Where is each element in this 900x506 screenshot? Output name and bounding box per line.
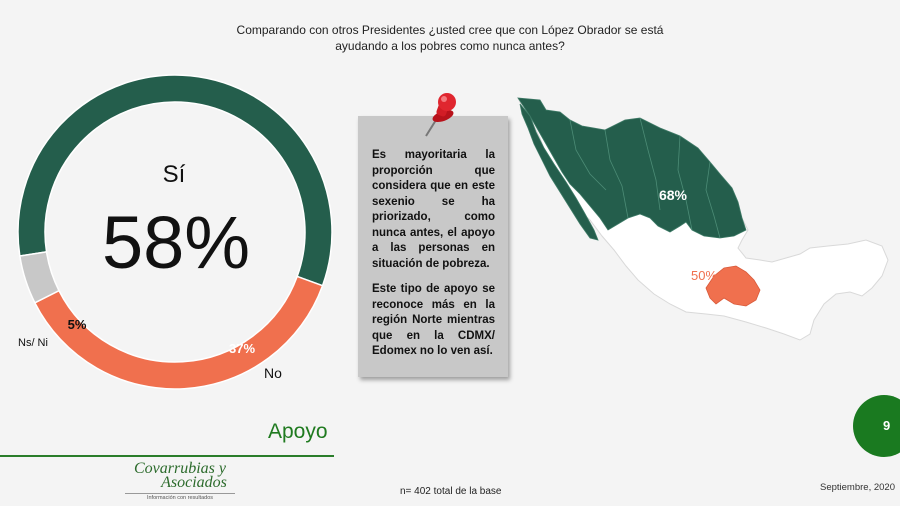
section-rule <box>0 455 334 457</box>
map-label-centro: 50% <box>691 268 717 283</box>
callout-note: Es mayoritaria la proporción que conside… <box>358 116 508 377</box>
logo-line-2: Asociados <box>161 474 227 491</box>
map-region-centro <box>705 265 761 307</box>
note-paragraph-2: Este tipo de apoyo se reconoce más en la… <box>372 283 495 357</box>
center-category-label: Sí <box>163 161 186 188</box>
center-value-label: 58% <box>102 201 250 284</box>
slice-si <box>17 74 333 287</box>
mexico-map: 68% 50% <box>517 97 889 341</box>
pushpin-icon <box>425 93 456 137</box>
slice-nsni <box>18 251 60 304</box>
note-paragraph-1: Es mayoritaria la proporción que conside… <box>372 149 495 270</box>
donut-chart: Sí 58% 37% 5% Ns/ Ni No <box>17 74 333 390</box>
no-value-label: 37% <box>229 341 255 356</box>
question-line-1: Comparando con otros Presidentes ¿usted … <box>236 23 664 37</box>
question-line-2: ayudando a los pobres como nunca antes? <box>335 39 565 53</box>
logo-tagline: Información con resultados <box>125 493 235 501</box>
company-logo: Covarrubias y Asociados Información con … <box>125 460 235 502</box>
logo-line-1: Covarrubias y <box>134 460 226 477</box>
nsni-value-label: 5% <box>68 317 87 332</box>
page-number-badge: 9 <box>853 395 900 457</box>
sample-size-footnote: n= 402 total de la base <box>400 486 502 497</box>
question-title: Comparando con otros Presidentes ¿usted … <box>200 22 700 54</box>
map-region-norte <box>517 97 747 239</box>
map-label-norte: 68% <box>659 187 688 203</box>
map-baja-california <box>519 103 599 241</box>
section-title: Apoyo <box>268 420 328 443</box>
date-label: Septiembre, 2020 <box>820 482 895 493</box>
no-category-label: No <box>264 365 282 381</box>
nsni-category-label: Ns/ Ni <box>18 337 48 349</box>
map-state-lines <box>569 117 721 239</box>
